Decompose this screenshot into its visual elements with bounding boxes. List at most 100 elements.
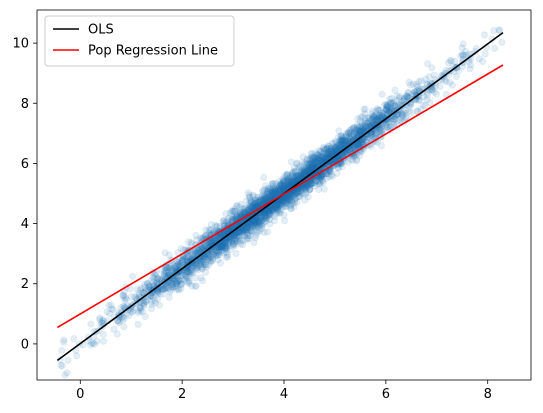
scatter-point: [261, 211, 269, 220]
scatter-point: [64, 356, 72, 364]
scatter-point: [267, 189, 275, 197]
scatter-point: [428, 86, 436, 94]
legend-label-pop-regression-line: Pop Regression Line: [88, 44, 218, 59]
scatter-point: [372, 130, 380, 138]
scatter-point: [307, 165, 315, 173]
scatter-point: [185, 268, 193, 276]
scatter-point: [261, 208, 269, 216]
scatter-point: [399, 111, 407, 119]
scatter-point: [309, 152, 317, 161]
scatter-point: [268, 206, 276, 214]
scatter-point: [366, 115, 375, 123]
scatter-point: [403, 92, 411, 101]
scatter-point: [312, 176, 320, 184]
scatter-point: [258, 187, 267, 195]
y-tick-label: 2: [21, 277, 29, 292]
scatter-point: [402, 106, 410, 114]
scatter-point: [252, 199, 260, 207]
scatter-point: [289, 191, 297, 199]
scatter-point: [164, 284, 173, 292]
scatter-point: [251, 234, 259, 242]
scatter-point: [135, 309, 143, 317]
scatter-point: [283, 174, 291, 182]
scatter-point: [204, 250, 213, 259]
scatter-point: [147, 304, 156, 313]
scatter-point: [338, 163, 346, 171]
scatter-point: [192, 282, 200, 290]
scatter-point: [407, 81, 415, 89]
scatter-point: [248, 197, 256, 205]
scatter-point: [195, 246, 203, 254]
scatter-point: [269, 203, 277, 211]
scatter-point: [236, 236, 244, 244]
scatter-point: [322, 153, 330, 161]
y-tick-label: 10: [12, 37, 29, 52]
scatter-point: [332, 146, 340, 154]
scatter-point: [296, 163, 304, 171]
scatter-point: [368, 107, 377, 115]
scatter-point: [423, 91, 432, 99]
scatter-point: [260, 214, 268, 222]
scatter-point: [306, 180, 314, 188]
scatter-point: [195, 245, 203, 254]
scatter-point: [279, 203, 287, 211]
scatter-point: [265, 207, 273, 215]
scatter-point: [391, 86, 399, 94]
scatter-point: [353, 123, 362, 131]
scatter-point: [255, 198, 263, 206]
scatter-point: [365, 114, 373, 122]
scatter-point: [276, 180, 284, 188]
scatter-point: [310, 159, 318, 167]
scatter-point: [347, 135, 355, 143]
scatter-point: [231, 235, 239, 243]
scatter-point: [61, 371, 69, 379]
scatter-point: [289, 170, 297, 178]
scatter-point: [284, 177, 293, 185]
scatter-point: [109, 306, 117, 314]
scatter-point: [383, 101, 391, 110]
scatter-point: [288, 198, 296, 206]
scatter-point: [254, 218, 262, 226]
scatter-point: [159, 290, 167, 298]
scatter-point: [361, 117, 370, 125]
scatter-point: [310, 153, 318, 161]
scatter-point: [217, 259, 225, 267]
scatter-point: [362, 124, 371, 132]
scatter-point: [308, 150, 316, 158]
scatter-point: [114, 319, 123, 327]
scatter-point: [347, 155, 355, 163]
scatter-point: [250, 219, 259, 227]
scatter-point: [311, 177, 320, 185]
scatter-point: [123, 310, 131, 318]
scatter-point: [479, 57, 487, 66]
scatter-point: [166, 286, 174, 294]
scatter-point: [328, 150, 336, 158]
scatter-point: [229, 214, 237, 222]
scatter-point: [316, 156, 324, 164]
scatter-point: [360, 119, 369, 127]
scatter-point: [306, 166, 314, 174]
scatter-point: [396, 92, 404, 101]
scatter-point: [256, 227, 264, 235]
scatter-point: [247, 198, 255, 206]
scatter-point: [345, 132, 353, 140]
scatter-point: [284, 193, 292, 202]
scatter-point: [340, 138, 348, 146]
scatter-point: [378, 112, 386, 120]
scatter-point: [99, 337, 108, 345]
scatter-point: [383, 106, 391, 114]
scatter-point: [428, 64, 436, 72]
scatter-point: [231, 205, 239, 213]
scatter-point: [253, 220, 261, 228]
scatter-point: [256, 214, 264, 222]
scatter-point: [430, 71, 438, 79]
scatter-point: [343, 148, 351, 156]
scatter-point: [143, 295, 151, 303]
scatter-point: [107, 301, 115, 309]
scatter-point: [200, 255, 208, 263]
scatter-point: [333, 142, 341, 150]
scatter-point: [217, 243, 225, 251]
scatter-point: [342, 133, 350, 141]
scatter-point: [221, 237, 229, 245]
